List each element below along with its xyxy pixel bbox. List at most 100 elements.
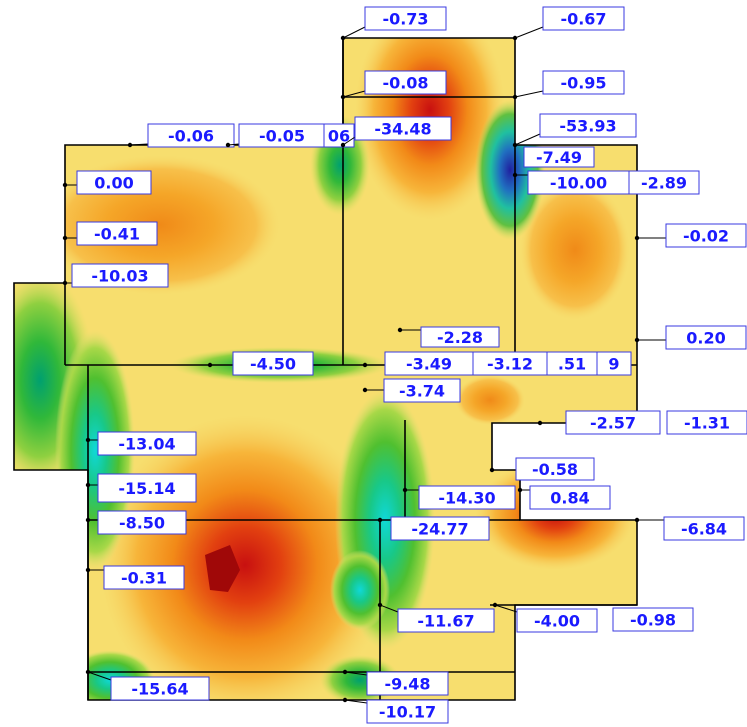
anchor-dot [512,142,518,148]
value-label: -0.08 [340,70,447,100]
label-text: -2.57 [590,414,636,433]
value-label: -7.49 [523,146,595,168]
anchor-dot [85,669,91,675]
anchor-dot [377,517,383,523]
label-text: -2.89 [641,174,687,193]
value-label: -0.95 [512,70,625,100]
anchor-dot [85,482,91,488]
anchor-dot [127,142,133,148]
value-label: -15.64 [85,669,210,701]
label-box [539,113,637,138]
label-box [418,485,516,510]
anchor-dot [62,182,68,188]
label-text: -13.04 [118,435,175,454]
label-text: 0.00 [94,174,133,193]
label-box [103,565,185,590]
leader-line [494,604,518,613]
label-text: -15.64 [131,680,188,699]
label-box [97,473,197,503]
label-box [366,671,449,696]
label-box [666,410,747,435]
anchor-dot [340,94,346,100]
label-text: -0.31 [121,569,167,588]
anchor-dot [517,487,523,493]
value-label: -14.30 [402,485,516,510]
anchor-dot [402,487,408,493]
leader-line [129,143,149,146]
anchor-dot [512,35,518,41]
value-label: 0.00 [62,170,152,195]
value-label: -24.77 [377,516,490,541]
value-label: -8.50 [85,510,187,535]
label-text: -0.98 [630,611,676,630]
value-label: -34.48 [340,116,452,148]
label-box [565,410,661,435]
anchor-dot [85,517,91,523]
label-text: -10.17 [379,703,436,722]
leader-line [87,671,112,681]
value-label: -0.58 [489,457,595,481]
label-text: .51 [558,355,586,374]
label-text: -7.49 [536,148,582,167]
leader-line [344,671,368,676]
label-text: -24.77 [411,520,468,539]
value-label: -4.50 [207,351,314,376]
label-box [515,457,595,481]
anchor-dot [62,280,68,286]
label-box [542,70,625,95]
label-text: -14.30 [438,489,495,508]
leader-line [514,133,541,146]
label-box [71,263,169,288]
label-text: -0.05 [259,127,305,146]
label-text: -10.03 [91,267,148,286]
value-label: -0.98 [612,607,694,632]
label-text: -34.48 [374,120,431,139]
anchor-dot [537,420,543,426]
anchor-dot [512,94,518,100]
value-label: -10.00 [512,170,630,195]
value-label: -53.93 [512,113,637,148]
anchor-dot [634,517,640,523]
anchor-dot [207,362,213,368]
anchor-dot [340,35,346,41]
anchor-dot [512,172,518,178]
anchor-dot [492,602,498,608]
value-label: -3.12 [472,351,548,376]
value-label: -2.89 [628,170,700,195]
label-text: -0.73 [382,10,428,29]
label-box [97,431,197,456]
label-text: -3.12 [487,355,533,374]
value-label: -0.73 [340,6,447,41]
anchor-dot [342,697,348,703]
value-label: -9.48 [342,669,449,696]
value-label: -0.41 [62,221,158,246]
value-label: -10.03 [62,263,169,288]
value-label: -3.49 [362,351,474,376]
anchor-dot [85,437,91,443]
anchor-dot [489,467,495,473]
label-box [323,123,355,148]
label-text: -9.48 [384,675,430,694]
label-box [110,676,210,701]
label-box [366,699,449,724]
label-box [97,510,187,535]
value-label: -11.67 [377,602,495,633]
label-text: -0.58 [532,460,578,479]
label-box [354,116,452,141]
value-label: -0.02 [634,223,747,248]
label-box [523,146,595,168]
label-box [232,351,314,376]
value-label: -2.28 [397,326,500,348]
label-box [76,221,158,246]
label-text: 06 [328,127,350,146]
value-label: -2.57 [537,410,661,435]
label-box [542,6,625,31]
label-box [364,70,447,95]
value-label: -0.31 [85,565,185,590]
label-box [397,608,495,633]
label-box [390,516,490,541]
label-box [665,223,747,248]
value-label: -10.17 [342,697,449,724]
label-box [612,607,694,632]
value-label: -1.31 [666,410,747,435]
